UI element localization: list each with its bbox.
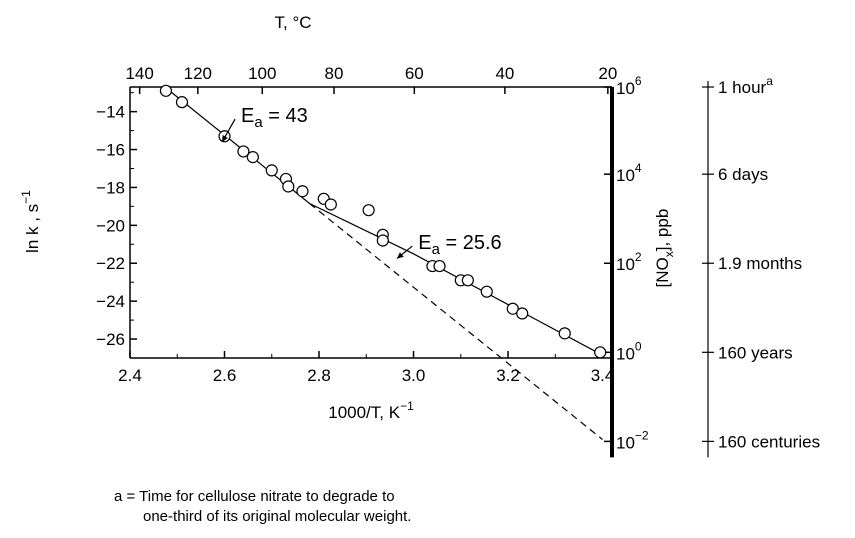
right-tick-label: 106: [616, 74, 642, 98]
time-tick-text: 1.9 months: [718, 254, 802, 273]
time-tick-label: 1.9 months: [718, 254, 802, 273]
top-tick-label: 140: [125, 64, 153, 83]
x-axis-title: 1000/T, K−1: [328, 399, 414, 422]
right-tick-base: 10: [616, 79, 635, 98]
annotation-base: E: [241, 105, 254, 127]
y-tick-label: −20: [96, 216, 125, 235]
x-tick-label: 2.4: [118, 366, 142, 385]
time-tick-text: 160 centuries: [718, 432, 820, 451]
right-tick-label: 104: [616, 161, 642, 185]
data-point: [594, 346, 607, 359]
fit-line: [165, 87, 603, 356]
x-tick-label: 3.4: [591, 366, 615, 385]
y-tick-label: −18: [96, 178, 125, 197]
data-point: [246, 151, 259, 164]
data-point: [237, 145, 250, 158]
footnote-line-1: a = Time for cellulose nitrate to degrad…: [114, 488, 395, 505]
y-axis-title-main: ln k , s: [23, 204, 42, 253]
annotation-arrowhead: [397, 252, 404, 259]
x-tick-label: 2.6: [213, 366, 237, 385]
annotation-text: = 25.6: [440, 232, 502, 254]
y-tick-label: −26: [96, 330, 125, 349]
right-tick-label: 10−2: [616, 428, 649, 452]
annotation-sub: a: [254, 114, 263, 131]
right-tick-exponent: −2: [635, 428, 649, 442]
data-point: [516, 307, 529, 320]
right-tick-base: 10: [616, 344, 635, 363]
time-tick-text: 1 hour: [718, 78, 767, 97]
x-tick-label: 2.8: [307, 366, 331, 385]
top-tick-label: 40: [495, 64, 514, 83]
annotation-text: = 43: [263, 105, 308, 127]
right-tick-label: 102: [616, 250, 642, 274]
data-point: [480, 285, 493, 298]
top-axis-title: T, °C: [275, 13, 312, 32]
right-tick-base: 10: [616, 255, 635, 274]
data-point: [506, 302, 519, 315]
right-tick-exponent: 6: [635, 74, 642, 88]
x-tick-label: 3.2: [496, 366, 520, 385]
right-tick-exponent: 0: [635, 339, 642, 353]
data-point: [461, 274, 474, 287]
data-point: [324, 198, 337, 211]
annotation-label: Ea = 25.6: [418, 232, 501, 258]
data-point: [175, 96, 189, 109]
y-axis-title-sup: −1: [19, 190, 33, 204]
x-axis-title-sup: −1: [400, 399, 414, 413]
data-point: [376, 234, 389, 247]
time-tick-label: 160 years: [718, 343, 793, 362]
footnote-line-2: one-third of its original molecular weig…: [143, 508, 412, 525]
right-tick-base: 10: [616, 166, 635, 185]
right-tick-label: 100: [616, 339, 642, 363]
time-tick-text: 6 days: [718, 165, 768, 184]
data-point: [558, 327, 571, 340]
data-point: [433, 259, 446, 273]
right-axis-title-sub: x: [662, 251, 676, 257]
top-tick-label: 20: [598, 64, 617, 83]
time-tick-label: 6 days: [718, 165, 768, 184]
top-tick-label: 120: [184, 64, 212, 83]
time-tick-label: 160 centuries: [718, 432, 820, 451]
x-axis-title-main: 1000/T, K: [328, 403, 400, 422]
annotation-label: Ea = 43: [241, 105, 308, 131]
y-axis-title: ln k , s−1: [19, 190, 42, 253]
time-tick-text: 160 years: [718, 343, 793, 362]
right-axis-title: [NOx], ppb: [653, 209, 676, 288]
time-tick-superscript: a: [766, 74, 773, 88]
extrapolated-fit-line: [309, 203, 603, 440]
x-tick-label: 3.0: [402, 366, 426, 385]
y-tick-label: −14: [96, 103, 125, 122]
data-point: [265, 164, 278, 177]
data-point: [296, 185, 309, 198]
data-point: [362, 204, 375, 217]
time-tick-label: 1 houra: [718, 74, 773, 97]
top-tick-label: 80: [325, 64, 344, 83]
y-tick-label: −22: [96, 254, 125, 273]
data-point: [282, 180, 295, 193]
right-tick-base: 10: [616, 433, 635, 452]
annotation-arrowhead: [222, 135, 228, 142]
top-tick-label: 60: [405, 64, 424, 83]
right-tick-exponent: 4: [635, 161, 642, 175]
data-point: [159, 84, 173, 97]
annotation-base: E: [418, 232, 431, 254]
right-tick-exponent: 2: [635, 250, 642, 264]
right-axis-title-main: [NO: [653, 257, 672, 287]
y-tick-label: −24: [96, 292, 125, 311]
right-axis-title-tail: ], ppb: [653, 209, 672, 252]
y-tick-label: −16: [96, 141, 125, 160]
annotation-sub: a: [432, 241, 441, 258]
top-tick-label: 100: [248, 64, 276, 83]
